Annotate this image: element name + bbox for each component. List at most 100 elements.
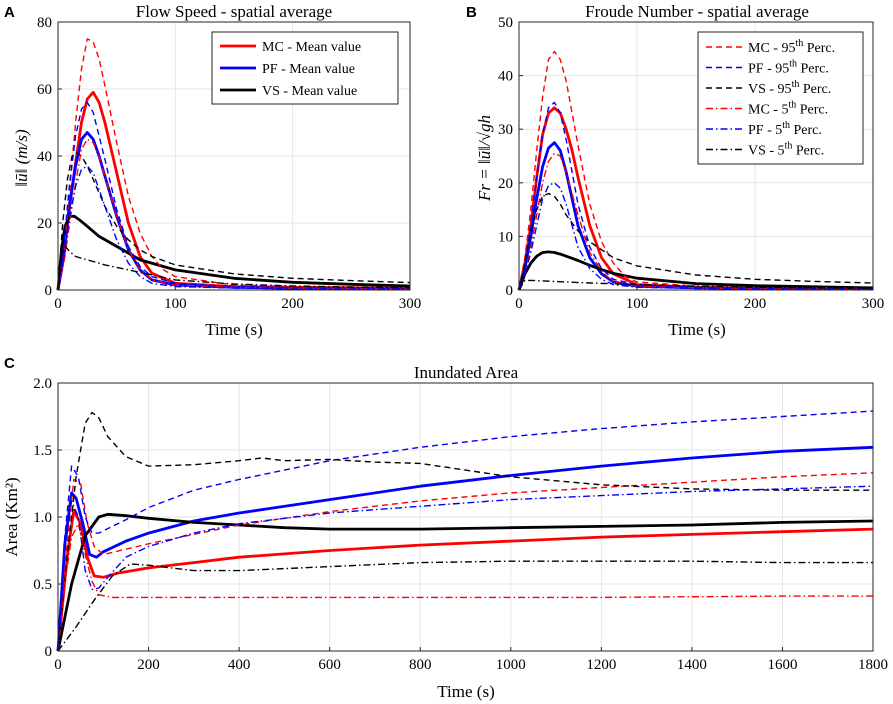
series-line-mc-mean-value: [56, 508, 874, 652]
x-tick-label: 1400: [677, 657, 707, 673]
series-line-vs-mean-value: [517, 250, 874, 291]
legend-label-suffix: Perc.: [796, 103, 828, 118]
series-line-pf-95th-perc-: [518, 101, 874, 291]
x-tick-label: 200: [744, 296, 767, 312]
legend-label-text: PF - 95: [748, 62, 789, 77]
panel-c-grid: [57, 382, 874, 652]
series-line-pf-5th-perc-: [57, 485, 874, 652]
panel-a-xlabel: Time (s): [205, 320, 262, 339]
legend-label-sup: th: [792, 79, 800, 90]
panel-b-ticks: 0 100 200 300 0 10 20 30 40 50: [498, 15, 884, 312]
series-line-mc-5th-perc-: [57, 138, 411, 291]
y-tick-label: 2.0: [33, 376, 52, 392]
x-tick-label: 400: [228, 657, 251, 673]
series-line-vs-95th-perc-: [57, 151, 411, 291]
legend-label-suffix: Perc.: [803, 41, 835, 56]
series-line-pf-5th-perc-: [57, 165, 411, 291]
panel-c-ticks: 0 200 400 600 800 1000 1200 1400 1600 1800 0 0.5 1.0…: [33, 376, 888, 673]
x-tick-label: 300: [399, 296, 422, 312]
x-tick-label: 1800: [858, 657, 888, 673]
legend-label-sup: th: [789, 59, 797, 70]
panel-c-ylabel: Area (Km²): [2, 477, 21, 556]
panel-b-legend: MC - 95th Perc.PF - 95th Perc.VS - 95th …: [697, 31, 864, 165]
y-tick-label: 20: [37, 216, 52, 232]
x-tick-label: 0: [54, 657, 62, 673]
legend-label: VS - 5th Perc.: [748, 141, 824, 159]
series-line-mc-95th-perc-: [518, 50, 874, 291]
series-line-vs-5th-perc-: [57, 245, 411, 291]
y-tick-label: 40: [37, 149, 52, 165]
panel-inundated-area: C Inundated Area 0 200 400 600 800 1000 1200 14…: [2, 355, 888, 701]
panel-b-axes-box: [518, 21, 874, 291]
y-tick-label: 1.0: [33, 510, 52, 526]
series-line-vs-mean-value: [56, 512, 874, 652]
y-tick-label: 30: [498, 122, 513, 138]
panel-a-title: Flow Speed - spatial average: [136, 2, 332, 21]
y-tick-label: 0.5: [33, 577, 52, 593]
x-tick-label: 1600: [767, 657, 797, 673]
legend-label: VS - Mean value: [262, 84, 357, 99]
y-tick-label: 60: [37, 82, 52, 98]
legend-label: MC - 95th Perc.: [748, 38, 835, 56]
series-line-pf-95th-perc-: [57, 101, 411, 291]
legend-label-text: VS - Mean value: [262, 84, 357, 99]
x-tick-label: 200: [281, 296, 304, 312]
series-line-pf-95th-perc-: [57, 410, 874, 652]
legend-label-text: PF - Mean value: [262, 62, 355, 77]
panel-a-ylabel: ‖ū‖ (m/s): [12, 129, 31, 187]
panel-flow-speed: A Flow Speed - spatial average 0 100 200 30…: [4, 2, 421, 339]
panel-b-xlabel: Time (s): [668, 320, 725, 339]
x-tick-label: 800: [409, 657, 432, 673]
y-tick-label: 20: [498, 176, 513, 192]
legend-label-text: MC - 95: [748, 41, 795, 56]
panel-froude-number: B Froude Number - spatial average 0 100 20…: [466, 2, 884, 339]
legend-label-text: MC - 5: [748, 103, 788, 118]
legend-label-text: VS - 95: [748, 82, 792, 97]
panel-b-legend-box: [697, 31, 864, 165]
y-tick-label: 50: [498, 15, 513, 31]
series-line-pf-mean-value: [56, 445, 874, 652]
y-tick-label: 1.5: [33, 443, 52, 459]
x-tick-label: 100: [164, 296, 187, 312]
legend-label-sup: th: [795, 38, 803, 49]
series-line-vs-95th-perc-: [57, 411, 873, 652]
panel-letter-b: B: [466, 4, 477, 21]
panel-b-title: Froude Number - spatial average: [585, 2, 809, 21]
x-tick-label: 600: [318, 657, 341, 673]
y-tick-label: 0: [45, 283, 53, 299]
legend-label-sup: th: [788, 100, 796, 111]
legend-label: VS - 95th Perc.: [748, 79, 831, 97]
series-line-mc-mean-value: [56, 90, 411, 291]
series-line-vs-95th-perc-: [518, 192, 874, 291]
series-line-pf-mean-value: [517, 141, 874, 291]
series-line-vs-5th-perc-: [57, 560, 873, 652]
series-line-mc-5th-perc-: [518, 152, 874, 291]
series-line-mc-5th-perc-: [57, 523, 873, 652]
legend-label-text: MC - Mean value: [262, 40, 361, 55]
series-line-pf-mean-value: [56, 131, 411, 291]
y-tick-label: 0: [45, 644, 53, 660]
x-tick-label: 1200: [586, 657, 616, 673]
y-tick-label: 10: [498, 229, 513, 245]
panel-a-legend: MC - Mean value PF - Mean value VS - Mean …: [211, 31, 399, 105]
legend-label: MC - Mean value: [262, 40, 361, 55]
panel-b-lines: [517, 50, 874, 291]
x-tick-label: 1000: [496, 657, 526, 673]
panel-a-ticks: 0 100 200 300 0 20 40 60 80: [37, 15, 421, 312]
x-tick-label: 300: [862, 296, 885, 312]
y-tick-label: 0: [506, 283, 514, 299]
legend-label: PF - 5th Perc.: [748, 120, 822, 138]
series-line-mc-95th-perc-: [57, 472, 874, 652]
legend-label-text: VS - 5: [748, 144, 785, 159]
x-tick-label: 200: [137, 657, 160, 673]
panel-c-xlabel: Time (s): [437, 682, 494, 701]
legend-label-suffix: Perc.: [799, 82, 831, 97]
series-line-vs-mean-value: [56, 214, 411, 291]
y-tick-label: 80: [37, 15, 52, 31]
series-line-mc-95th-perc-: [57, 38, 411, 291]
x-tick-label: 0: [54, 296, 62, 312]
legend-label-suffix: Perc.: [797, 62, 829, 77]
panel-a-lines: [56, 38, 411, 291]
x-tick-label: 100: [626, 296, 649, 312]
